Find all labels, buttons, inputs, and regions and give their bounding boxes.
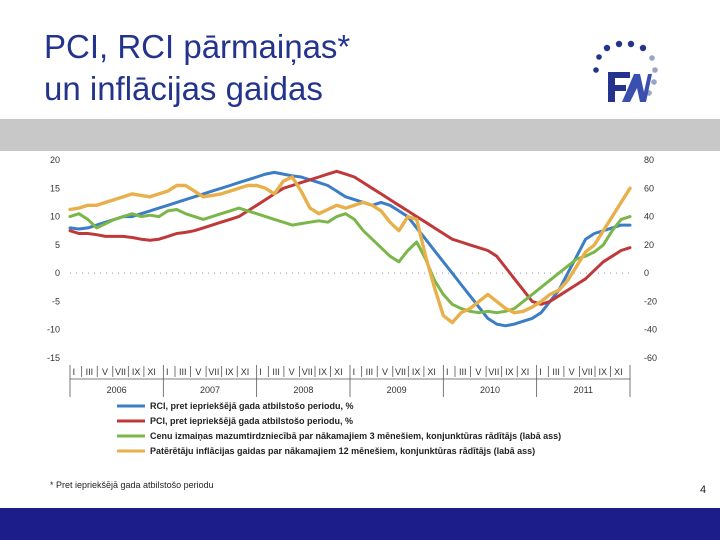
x-axis-month-label: XI bbox=[147, 367, 156, 377]
slide-title-line1: PCI, RCI pārmaiņas* bbox=[44, 28, 351, 65]
x-axis-month-label: III bbox=[179, 367, 187, 377]
right-axis-tick-label: -40 bbox=[644, 325, 657, 335]
x-axis-month-label: VII bbox=[488, 367, 499, 377]
right-axis-tick-label: 80 bbox=[644, 155, 654, 165]
x-axis-month-label: XI bbox=[334, 367, 343, 377]
x-axis-month-label: IX bbox=[599, 367, 608, 377]
x-axis-month-label: XI bbox=[521, 367, 530, 377]
x-axis-year-label: 2011 bbox=[574, 385, 593, 395]
right-axis-tick-label: 60 bbox=[644, 183, 654, 193]
x-axis-month-label: I bbox=[166, 367, 169, 377]
legend-entry: Cenu izmaiņas mazumtirdzniecībā par nāka… bbox=[150, 431, 561, 441]
right-axis-tick-label: 40 bbox=[644, 212, 654, 222]
title-separator-band bbox=[0, 119, 720, 151]
x-axis-month-label: VII bbox=[302, 367, 313, 377]
right-axis-tick-label: 20 bbox=[644, 240, 654, 250]
x-axis-month-label: III bbox=[272, 367, 280, 377]
x-axis-month-label: V bbox=[475, 367, 481, 377]
x-axis-year-label: 2009 bbox=[387, 385, 407, 395]
right-axis-tick-label: -60 bbox=[644, 353, 657, 363]
left-axis-tick-label: -15 bbox=[47, 353, 60, 363]
x-axis-month-label: I bbox=[446, 367, 449, 377]
x-axis-year-label: 2007 bbox=[200, 385, 220, 395]
left-axis-tick-label: -10 bbox=[47, 325, 60, 335]
legend-entry: PCI, pret iepriekšējā gada atbilstošo pe… bbox=[150, 416, 353, 426]
x-axis-month-label: XI bbox=[614, 367, 623, 377]
x-axis-year-label: 2010 bbox=[480, 385, 500, 395]
x-axis-month-label: V bbox=[569, 367, 575, 377]
left-axis-tick-label: 10 bbox=[50, 212, 60, 222]
page-number: 4 bbox=[700, 484, 707, 496]
right-axis-tick-label: 0 bbox=[644, 268, 649, 278]
x-axis-month-label: IX bbox=[132, 367, 141, 377]
left-axis-tick-label: 5 bbox=[55, 240, 60, 250]
right-axis-tick-label: -20 bbox=[644, 296, 657, 306]
footnote: * Pret iepriekšējā gada atbilstošo perio… bbox=[50, 480, 214, 490]
x-axis-month-label: I bbox=[353, 367, 356, 377]
series-line-3 bbox=[68, 206, 632, 315]
x-axis-month-label: IX bbox=[505, 367, 514, 377]
x-axis-month-label: VII bbox=[115, 367, 126, 377]
left-axis-tick-label: -5 bbox=[52, 296, 60, 306]
x-axis-month-label: I bbox=[73, 367, 76, 377]
left-axis-tick-label: 20 bbox=[50, 155, 60, 165]
x-axis-month-label: III bbox=[86, 367, 94, 377]
x-axis-month-label: XI bbox=[241, 367, 250, 377]
x-axis-month-label: XI bbox=[427, 367, 436, 377]
x-axis-month-label: IX bbox=[412, 367, 421, 377]
star-ring-icon bbox=[593, 40, 658, 96]
x-axis-month-label: V bbox=[195, 367, 201, 377]
x-axis-month-label: I bbox=[259, 367, 262, 377]
x-axis-month-label: V bbox=[102, 367, 108, 377]
x-axis-month-label: V bbox=[289, 367, 295, 377]
series-line-4 bbox=[68, 175, 632, 325]
x-axis-month-label: IX bbox=[225, 367, 234, 377]
left-axis-tick-label: 15 bbox=[50, 183, 60, 193]
x-axis-month-label: I bbox=[539, 367, 542, 377]
legend-entry: Patērētāju inflācijas gaidas par nākamaj… bbox=[150, 446, 535, 456]
slide-title: PCI, RCI pārmaiņas* un inflācijas gaidas bbox=[44, 26, 484, 110]
legend-entry: RCI, pret iepriekšējā gada atbilstošo pe… bbox=[150, 401, 354, 411]
fm-letters-icon bbox=[608, 72, 652, 102]
x-axis-month-label: VII bbox=[582, 367, 593, 377]
x-axis-year-label: 2006 bbox=[107, 385, 127, 395]
fm-logo bbox=[593, 40, 658, 102]
x-axis-month-label: III bbox=[459, 367, 467, 377]
x-axis-month-label: III bbox=[366, 367, 374, 377]
x-axis-month-label: V bbox=[382, 367, 388, 377]
slide-title-line2: un inflācijas gaidas bbox=[44, 70, 323, 107]
left-axis-tick-label: 0 bbox=[55, 268, 60, 278]
series-line-1 bbox=[68, 170, 632, 328]
x-axis-month-label: VII bbox=[208, 367, 219, 377]
x-axis-month-label: IX bbox=[319, 367, 328, 377]
bottom-bar bbox=[0, 508, 720, 540]
x-axis-year-label: 2008 bbox=[293, 385, 313, 395]
x-axis-month-label: VII bbox=[395, 367, 406, 377]
x-axis-month-label: III bbox=[552, 367, 560, 377]
